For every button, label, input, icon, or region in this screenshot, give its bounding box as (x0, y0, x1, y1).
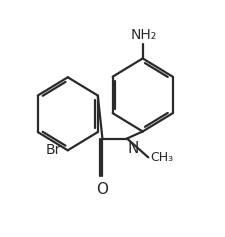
Text: CH₃: CH₃ (150, 151, 173, 164)
Text: Br: Br (46, 143, 61, 157)
Text: O: O (97, 182, 108, 197)
Text: N: N (128, 141, 139, 156)
Text: NH₂: NH₂ (131, 28, 157, 42)
